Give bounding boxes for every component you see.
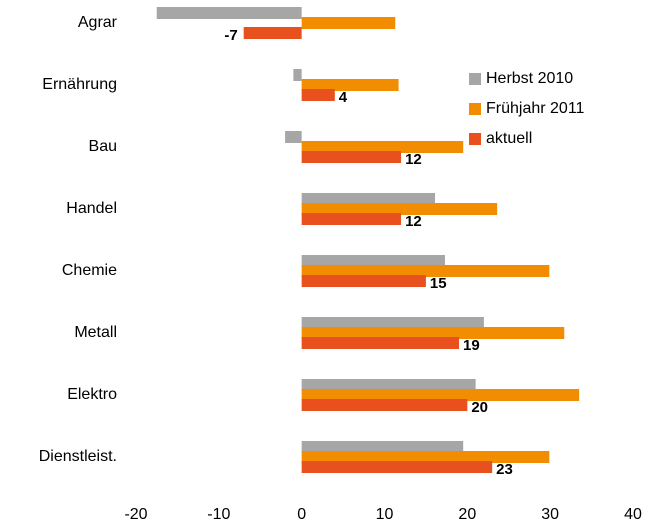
data-label: 20	[471, 399, 488, 416]
bar	[285, 131, 302, 143]
bar	[301, 275, 426, 287]
bar	[301, 255, 445, 267]
category-label: Ernährung	[42, 76, 117, 93]
x-tick-label: 10	[376, 506, 394, 523]
legend-label: Frühjahr 2011	[486, 100, 585, 117]
data-label: 15	[430, 275, 447, 292]
bar	[301, 317, 484, 329]
data-label: 23	[496, 461, 513, 478]
bar	[301, 79, 399, 91]
bar	[301, 203, 498, 215]
bar	[243, 27, 302, 39]
category-label: Elektro	[67, 386, 117, 403]
legend-swatch	[469, 103, 481, 115]
bar	[301, 265, 550, 277]
bar	[301, 327, 565, 339]
x-tick-label: 0	[297, 506, 306, 523]
bar	[301, 89, 335, 101]
bar	[301, 399, 468, 411]
x-tick-label: 30	[541, 506, 559, 523]
data-label: -7	[224, 27, 237, 44]
legend-label: Herbst 2010	[486, 70, 573, 87]
bar	[301, 213, 402, 225]
category-label: Handel	[66, 200, 117, 217]
x-tick-label: 40	[624, 506, 642, 523]
x-tick-label: -10	[207, 506, 230, 523]
category-label: Agrar	[78, 14, 118, 31]
data-label: 4	[339, 89, 348, 106]
bar	[301, 151, 402, 163]
legend-label: aktuell	[486, 130, 532, 147]
bar	[301, 441, 464, 453]
legend-swatch	[469, 73, 481, 85]
bar	[301, 141, 464, 153]
x-tick-label: -20	[124, 506, 147, 523]
bar	[301, 461, 493, 473]
data-label: 12	[405, 151, 422, 168]
bar	[301, 451, 550, 463]
bar	[301, 379, 476, 391]
category-label: Chemie	[62, 262, 117, 279]
x-tick-label: 20	[458, 506, 476, 523]
bar	[293, 69, 302, 81]
bar	[301, 337, 460, 349]
data-label: 12	[405, 213, 422, 230]
bar	[301, 17, 396, 29]
bar	[301, 193, 436, 205]
bar	[156, 7, 302, 19]
legend-swatch	[469, 133, 481, 145]
data-label: 19	[463, 337, 480, 354]
category-label: Dienstleist.	[39, 448, 117, 465]
bar	[301, 389, 580, 401]
category-label: Bau	[89, 138, 117, 155]
category-label: Metall	[74, 324, 117, 341]
